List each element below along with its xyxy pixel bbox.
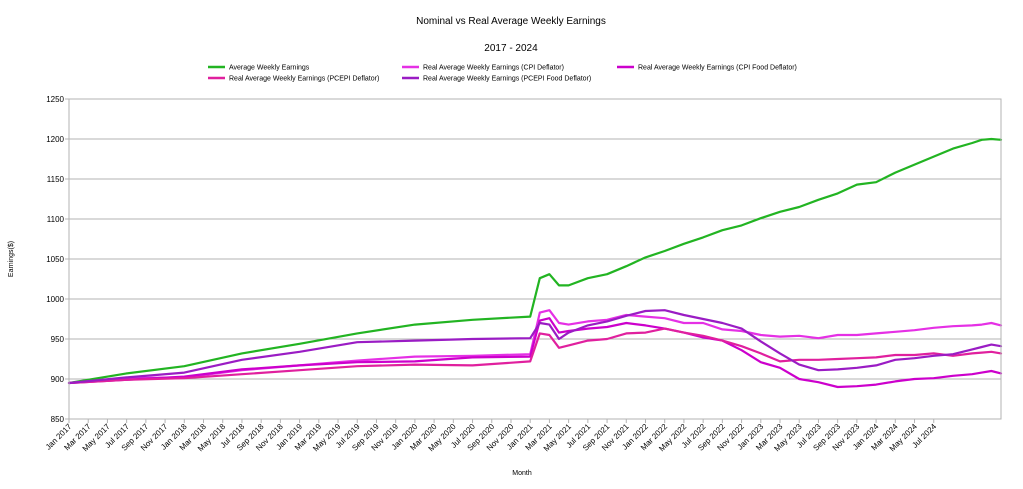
legend-label: Real Average Weekly Earnings (PCEPI Food… [423,76,591,83]
series-line-4 [67,327,1003,385]
series-line-5 [67,309,1003,385]
y-tick-label: 1100 [47,215,65,224]
y-tick-label: 950 [51,335,65,344]
y-tick-label: 1000 [46,295,64,304]
y-tick-label: 1200 [46,135,64,144]
y-tick-label: 1150 [47,175,65,184]
chart-legend: Average Weekly Earnings Real Average Week… [208,65,797,83]
chart-title: Nominal vs Real Average Weekly Earnings [416,16,606,27]
gridlines [69,98,1001,420]
y-tick-label: 1250 [46,95,64,104]
legend-label: Real Average Weekly Earnings (CPI Deflat… [423,65,564,72]
legend-label: Real Average Weekly Earnings (CPI Food D… [638,65,797,72]
legend-label: Real Average Weekly Earnings (PCEPI Defl… [229,76,379,83]
legend-label: Average Weekly Earnings [229,65,310,72]
series-line-1 [67,137,1003,385]
y-tick-label: 850 [51,415,65,424]
series-lines [67,137,1003,389]
x-axis-title: Month [512,470,532,477]
y-tick-label: 900 [51,375,65,384]
chart-subtitle: 2017 - 2024 [484,43,538,54]
plot-frame [68,98,1002,420]
y-axis-ticks: 850 900 950 1000 1050 1100 1150 1200 1250 [46,95,69,424]
series-line-2 [67,309,1003,385]
y-axis-title: Earnings($) [8,241,15,277]
y-tick-label: 1050 [46,255,64,264]
